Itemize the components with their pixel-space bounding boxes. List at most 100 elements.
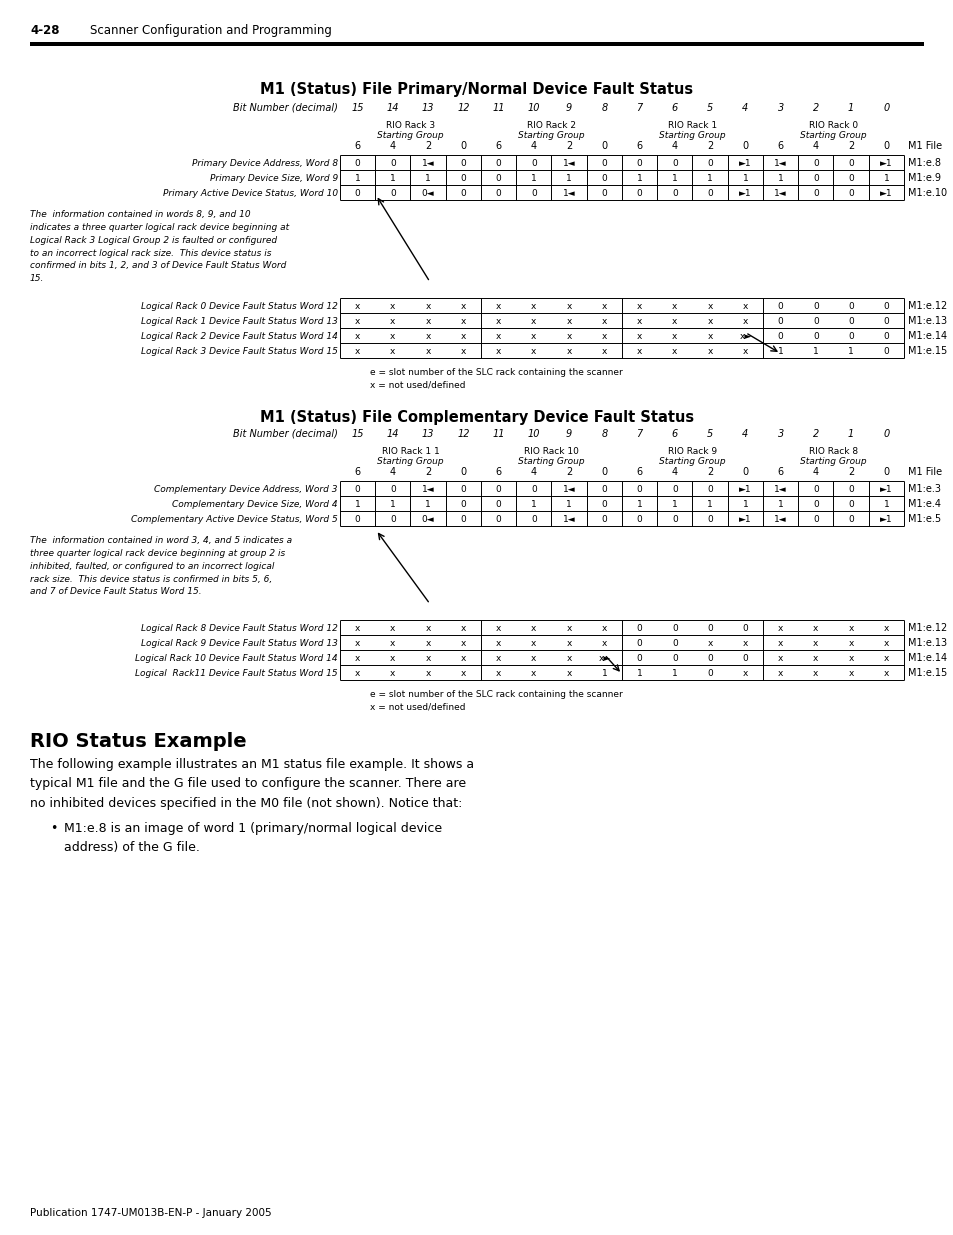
Text: 0: 0 <box>460 500 466 509</box>
Text: 2: 2 <box>812 429 818 438</box>
Text: 0: 0 <box>460 174 466 183</box>
Text: 0: 0 <box>777 332 782 341</box>
Text: x: x <box>672 301 677 311</box>
Text: x: x <box>425 347 431 356</box>
Text: M1:e.14: M1:e.14 <box>907 653 946 663</box>
Text: x: x <box>672 332 677 341</box>
Text: 1: 1 <box>425 174 431 183</box>
Text: Starting Group: Starting Group <box>376 457 443 466</box>
Text: M1 (Status) File Primary/Normal Device Fault Status: M1 (Status) File Primary/Normal Device F… <box>260 82 693 98</box>
Text: 0: 0 <box>882 467 888 477</box>
Text: 1: 1 <box>390 500 395 509</box>
Text: Starting Group: Starting Group <box>659 457 725 466</box>
Text: 0: 0 <box>390 515 395 524</box>
Text: 11: 11 <box>492 429 504 438</box>
Text: ►1: ►1 <box>739 485 751 494</box>
Text: 1: 1 <box>847 347 853 356</box>
Text: 1◄: 1◄ <box>562 515 575 524</box>
Text: x: x <box>566 301 571 311</box>
Text: Complementary Active Device Status, Word 5: Complementary Active Device Status, Word… <box>132 515 337 524</box>
Text: x: x <box>882 624 888 632</box>
Text: x: x <box>566 638 571 647</box>
Text: M1:e.4: M1:e.4 <box>907 499 940 509</box>
Text: x: x <box>531 638 536 647</box>
Text: 8: 8 <box>600 429 607 438</box>
Text: 1: 1 <box>636 174 641 183</box>
Text: 0: 0 <box>531 159 537 168</box>
Text: 0: 0 <box>882 301 888 311</box>
Text: 13: 13 <box>421 103 434 112</box>
Text: 1: 1 <box>636 668 641 678</box>
Text: M1:e.12: M1:e.12 <box>907 624 946 634</box>
Text: 1: 1 <box>777 347 782 356</box>
Text: x: x <box>390 668 395 678</box>
Text: x: x <box>566 332 571 341</box>
Text: RIO Rack 3: RIO Rack 3 <box>386 121 435 131</box>
Text: x: x <box>741 301 747 311</box>
Text: 4: 4 <box>530 467 537 477</box>
Text: 0: 0 <box>460 485 466 494</box>
Text: 0: 0 <box>355 189 360 198</box>
Text: ►1: ►1 <box>879 159 892 168</box>
Text: x: x <box>531 624 536 632</box>
Text: x: x <box>460 332 466 341</box>
Text: 0: 0 <box>882 332 888 341</box>
Text: x: x <box>637 332 641 341</box>
Text: 13: 13 <box>421 429 434 438</box>
Text: Logical Rack 3 Device Fault Status Word 15: Logical Rack 3 Device Fault Status Word … <box>141 347 337 356</box>
Text: 9: 9 <box>565 103 572 112</box>
Text: x: x <box>425 638 431 647</box>
Text: 5: 5 <box>706 103 713 112</box>
Text: x: x <box>425 332 431 341</box>
Text: 0: 0 <box>496 515 501 524</box>
Text: 0: 0 <box>636 624 641 632</box>
Text: 11: 11 <box>492 103 504 112</box>
Text: 0: 0 <box>847 515 853 524</box>
Text: 0: 0 <box>390 485 395 494</box>
Text: x: x <box>601 638 606 647</box>
Text: x: x <box>741 316 747 326</box>
Text: 0: 0 <box>812 189 818 198</box>
Text: x: x <box>355 638 360 647</box>
Text: 12: 12 <box>456 103 469 112</box>
Text: M1:e.8 is an image of word 1 (primary/normal logical device
address) of the G fi: M1:e.8 is an image of word 1 (primary/no… <box>64 823 441 855</box>
Text: x: x <box>496 332 500 341</box>
Text: x: x <box>777 653 782 663</box>
Text: 0: 0 <box>847 174 853 183</box>
Text: 0: 0 <box>636 159 641 168</box>
Text: 0: 0 <box>636 515 641 524</box>
Text: Starting Group: Starting Group <box>376 131 443 140</box>
Text: x: x <box>672 347 677 356</box>
Text: M1:e.15: M1:e.15 <box>907 346 946 356</box>
Text: x: x <box>390 332 395 341</box>
Text: RIO Rack 1: RIO Rack 1 <box>667 121 717 131</box>
Text: x: x <box>707 638 712 647</box>
Text: M1:e.3: M1:e.3 <box>907 484 940 494</box>
Text: 1◄: 1◄ <box>774 159 786 168</box>
Text: Logical Rack 0 Device Fault Status Word 12: Logical Rack 0 Device Fault Status Word … <box>141 301 337 311</box>
Text: M1 (Status) File Complementary Device Fault Status: M1 (Status) File Complementary Device Fa… <box>259 410 694 425</box>
Text: 0: 0 <box>847 301 853 311</box>
Text: 1: 1 <box>531 500 537 509</box>
Text: RIO Status Example: RIO Status Example <box>30 732 247 751</box>
Text: 1: 1 <box>355 174 360 183</box>
Text: x: x <box>707 347 712 356</box>
Text: RIO Rack 8: RIO Rack 8 <box>808 447 857 457</box>
Text: 0: 0 <box>496 159 501 168</box>
Text: 0: 0 <box>600 467 607 477</box>
Text: x: x <box>777 624 782 632</box>
Text: x: x <box>601 316 606 326</box>
Text: x: x <box>496 347 500 356</box>
Text: x: x <box>672 316 677 326</box>
Text: M1 File: M1 File <box>907 467 942 477</box>
Text: 0: 0 <box>636 189 641 198</box>
Text: 0: 0 <box>812 332 818 341</box>
Text: 3: 3 <box>777 429 783 438</box>
Text: Complementary Device Size, Word 4: Complementary Device Size, Word 4 <box>172 500 337 509</box>
Text: 0: 0 <box>355 485 360 494</box>
Text: x: x <box>390 653 395 663</box>
Text: 6: 6 <box>355 467 360 477</box>
Text: M1:e.14: M1:e.14 <box>907 331 946 341</box>
Text: M1 File: M1 File <box>907 141 942 151</box>
Text: Logical Rack 1 Device Fault Status Word 13: Logical Rack 1 Device Fault Status Word … <box>141 316 337 326</box>
